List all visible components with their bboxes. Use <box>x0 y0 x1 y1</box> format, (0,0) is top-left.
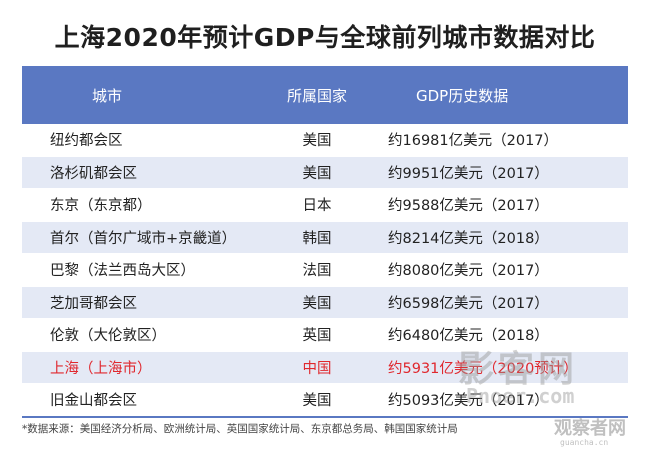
cell-gdp: 约9951亿美元（2017） <box>388 165 549 182</box>
cell-country: 法国 <box>302 263 332 280</box>
cell-country: 美国 <box>302 295 332 312</box>
header-city: 城市 <box>92 86 123 105</box>
header-country: 所属国家 <box>286 86 347 105</box>
table-row: 巴黎（法兰西岛大区） 法国 约8080亿美元（2017） <box>22 254 628 287</box>
corner-watermark: 观察者网 guancha.cn <box>548 412 650 456</box>
cell-gdp: 约16981亿美元（2017） <box>388 133 559 150</box>
cell-country: 美国 <box>302 165 332 182</box>
cell-country: 美国 <box>302 133 332 150</box>
table-row: 伦敦（大伦敦区） 英国 约6480亿美元（2018） <box>22 319 628 352</box>
table-row: 纽约都会区 美国 约16981亿美元（2017） <box>22 124 628 157</box>
cell-city: 伦敦（大伦敦区） <box>50 328 166 345</box>
cell-gdp: 约8214亿美元（2018） <box>388 230 549 247</box>
cell-country: 中国 <box>302 360 332 377</box>
cell-city: 洛杉矶都会区 <box>50 165 137 182</box>
source-note: *数据来源：美国经济分析局、欧洲统计局、英国国家统计局、东京都总务局、韩国国家统… <box>22 423 458 435</box>
cell-gdp: 约5093亿美元（2017） <box>388 393 549 410</box>
corner-watermark-url: guancha.cn <box>560 438 609 447</box>
table-row: 洛杉矶都会区 美国 约9951亿美元（2017） <box>22 156 628 189</box>
table-header: 城市 所属国家 GDP历史数据 <box>22 66 628 124</box>
cell-gdp: 约8080亿美元（2017） <box>388 263 549 280</box>
cell-city: 纽约都会区 <box>50 133 123 150</box>
cell-gdp: 约9588亿美元（2017） <box>388 198 549 215</box>
cell-city: 芝加哥都会区 <box>50 295 137 312</box>
table-row: 芝加哥都会区 美国 约6598亿美元（2017） <box>22 286 628 319</box>
cell-country: 英国 <box>302 328 332 345</box>
cell-city: 首尔（首尔广域市+京畿道） <box>50 230 237 247</box>
cell-gdp: 约6598亿美元（2017） <box>388 295 549 312</box>
cell-gdp: 约6480亿美元（2018） <box>388 328 549 345</box>
cell-city: 巴黎（法兰西岛大区） <box>50 263 195 280</box>
cell-country: 日本 <box>302 198 332 215</box>
table-row: 首尔（首尔广域市+京畿道） 韩国 约8214亿美元（2018） <box>22 221 628 254</box>
page-title: 上海2020年预计GDP与全球前列城市数据对比 <box>54 23 596 52</box>
cell-city: 东京（东京都） <box>50 198 152 215</box>
cell-country: 美国 <box>302 393 332 410</box>
table-row: 旧金山都会区 美国 约5093亿美元（2017） <box>22 384 628 417</box>
table-row-highlighted: 上海（上海市） 中国 约5931亿美元（2020预计） <box>22 351 628 384</box>
cell-country: 韩国 <box>302 230 332 247</box>
gdp-table: 城市 所属国家 GDP历史数据 纽约都会区 美国 约16981亿美元（2017）… <box>22 66 628 417</box>
table-bottom-divider <box>22 416 628 418</box>
header-gdp: GDP历史数据 <box>416 86 509 105</box>
cell-city: 上海（上海市） <box>50 360 152 377</box>
cell-gdp: 约5931亿美元（2020预计） <box>388 360 578 377</box>
table-row: 东京（东京都） 日本 约9588亿美元（2017） <box>22 189 628 222</box>
cell-city: 旧金山都会区 <box>50 393 137 410</box>
